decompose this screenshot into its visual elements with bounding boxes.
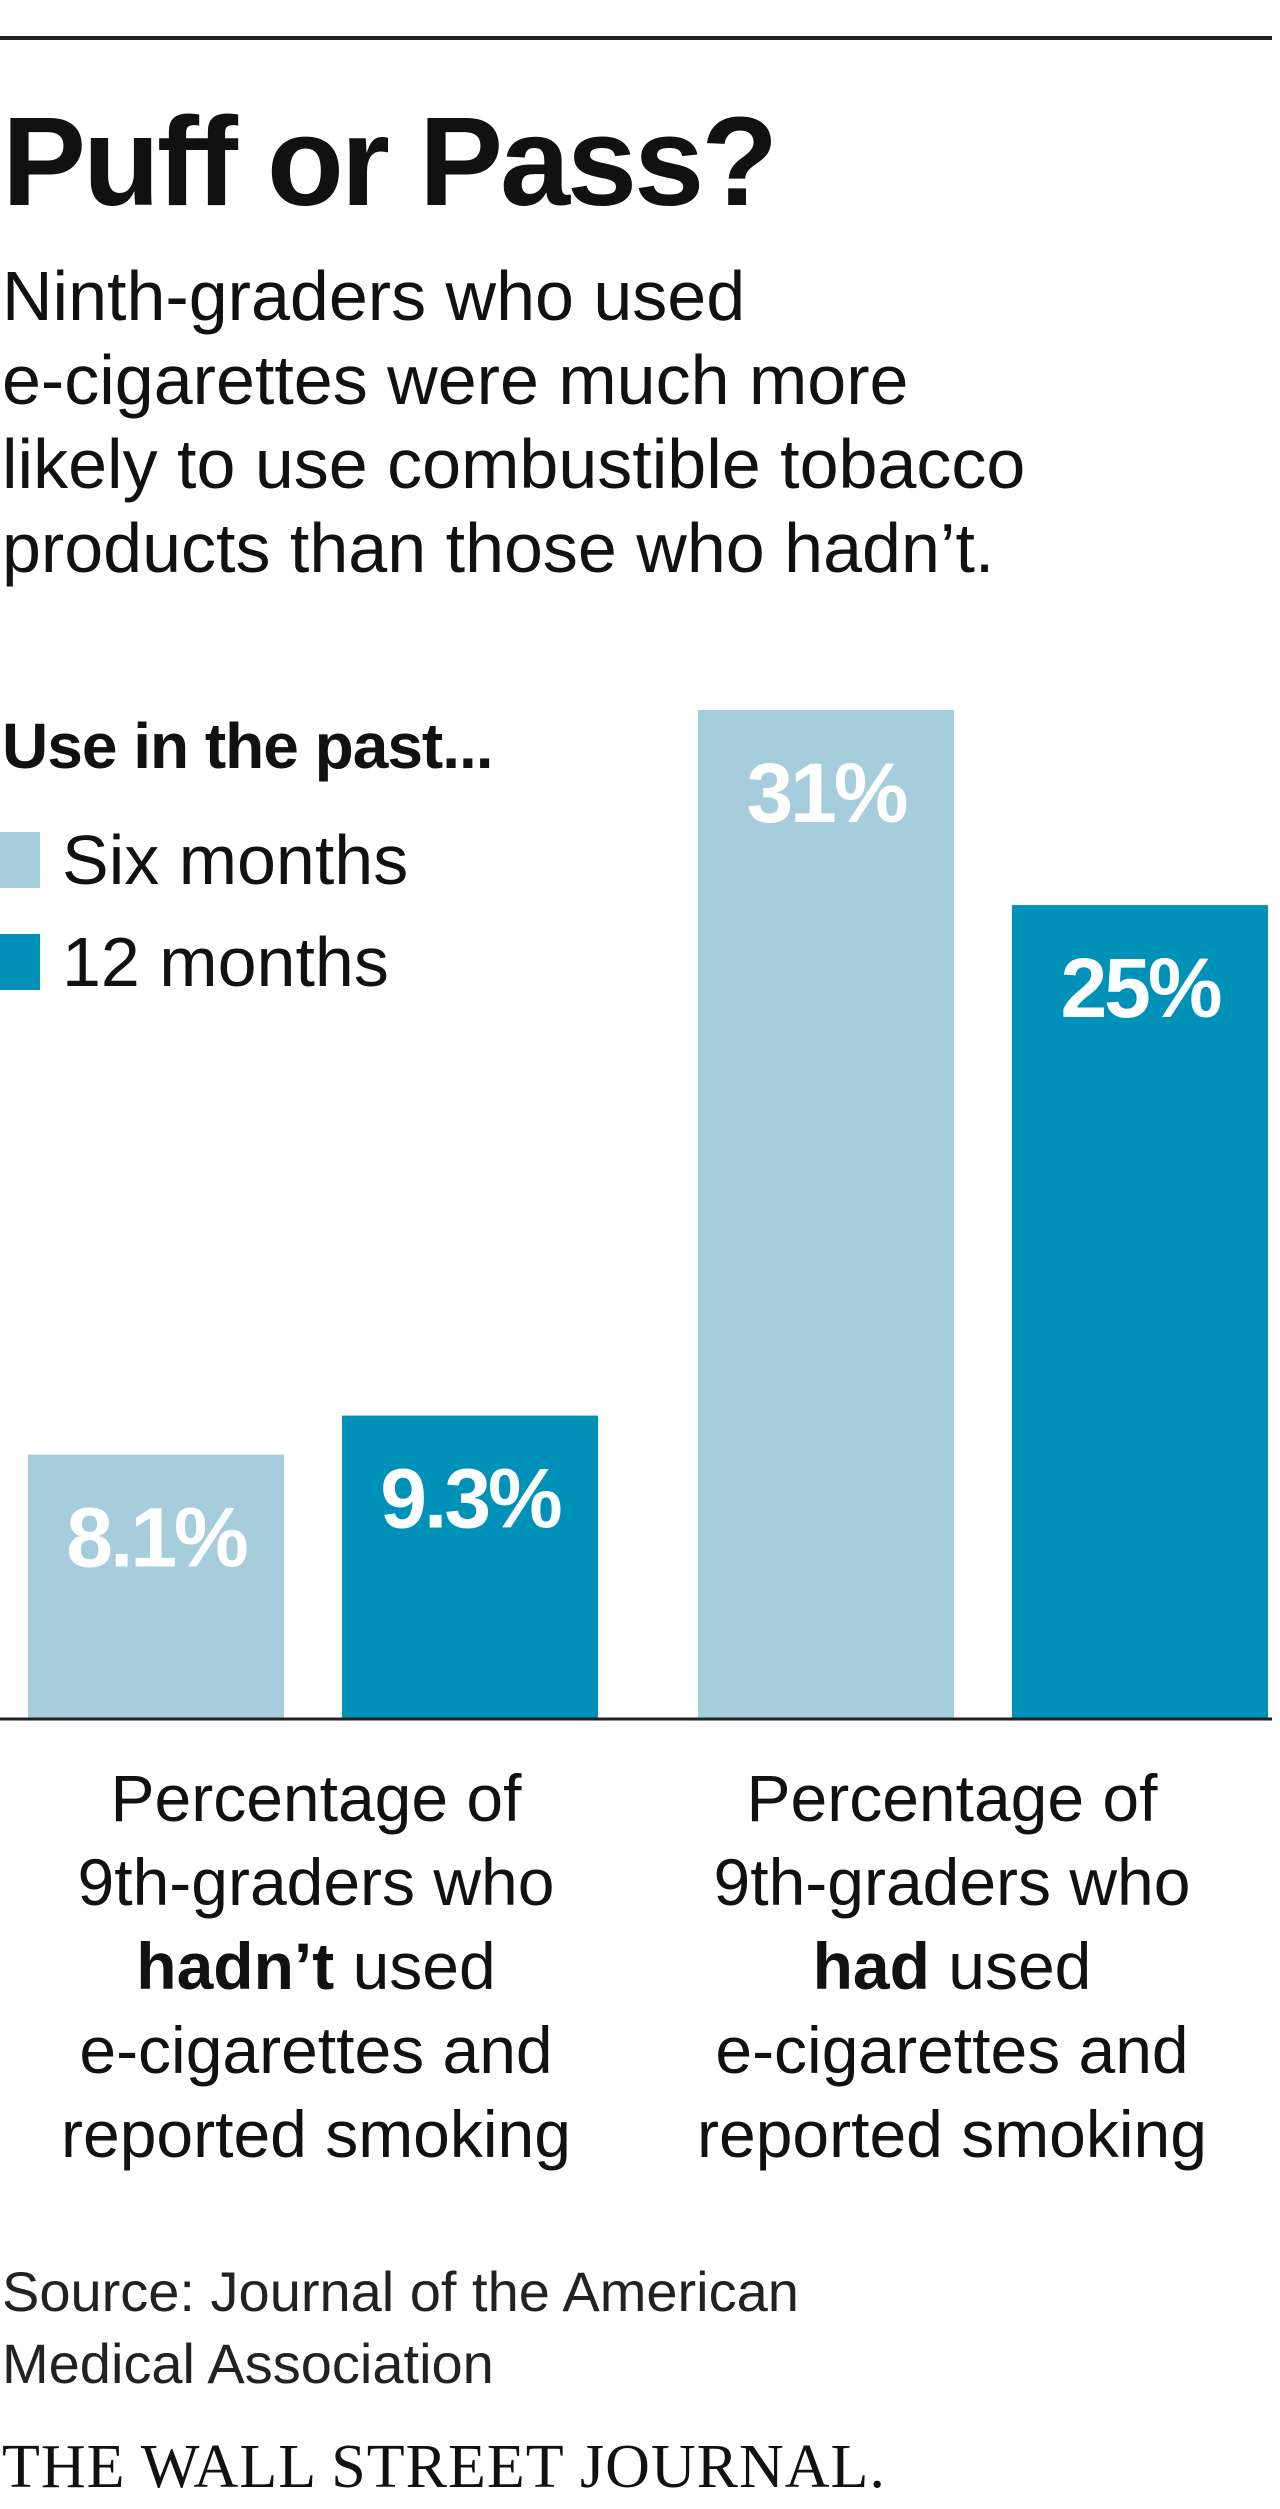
chart-title: Puff or Pass?: [2, 91, 778, 232]
wsj-logo: THE WALL STREET JOURNAL.: [2, 2433, 886, 2501]
legend-item-six-months: Six months: [0, 820, 408, 900]
category-label-line: 9th-graders who: [713, 1845, 1191, 1919]
bar-value-label: 25%: [1060, 941, 1220, 1035]
category-label-line: 9th-graders who: [77, 1845, 555, 1919]
source-line: Medical Association: [2, 2332, 494, 2395]
category-label-line: Percentage of: [110, 1761, 522, 1835]
bar-value-label: 31%: [746, 746, 906, 840]
bar-12-months-1: [1012, 905, 1268, 1718]
bar-12-months-0: [342, 1415, 598, 1718]
bar-six-months-0: [28, 1454, 284, 1718]
legend-label-six-months: Six months: [62, 821, 409, 899]
legend-swatch-12-months: [0, 934, 40, 990]
top-rule: [0, 36, 1272, 40]
bar-value-label: 9.3%: [380, 1452, 561, 1546]
subtitle-line: likely to use combustible tobacco: [2, 425, 1026, 503]
source-note: Source: Journal of the American Medical …: [2, 2256, 799, 2400]
subtitle-line: Ninth-graders who used: [2, 257, 746, 335]
category-label-line: used: [334, 1929, 496, 2003]
subtitle-line: e-cigarettes were much more: [2, 341, 909, 419]
bar-chart: 8.1% 31% 9.3% 25%: [0, 710, 1272, 1721]
legend-label-12-months: 12 months: [62, 923, 389, 1001]
category-label-line: reported smoking: [61, 2097, 571, 2171]
category-label-line: used: [929, 1929, 1092, 2003]
category-label-line: reported smoking: [697, 2097, 1207, 2171]
subtitle-line: products than those who hadn’t.: [2, 509, 995, 587]
bar-value-label: 8.1%: [66, 1491, 247, 1585]
category-label-emphasis: hadn’t: [136, 1929, 335, 2003]
category-label-hadnt: Percentage of 9th-graders who hadn’t use…: [6, 1756, 626, 2176]
category-label-line: Percentage of: [746, 1761, 1158, 1835]
category-label-had: Percentage of 9th-graders who had used e…: [642, 1756, 1262, 2176]
chart-subtitle: Ninth-graders who used e-cigarettes were…: [2, 254, 1270, 590]
source-line: Source: Journal of the American: [2, 2260, 799, 2323]
bar-six-months-1: [698, 710, 954, 1718]
category-label-line: e-cigarettes and: [715, 2013, 1189, 2087]
category-label-line: e-cigarettes and: [79, 2013, 553, 2087]
legend-title: Use in the past...: [2, 710, 494, 782]
category-label-emphasis: had: [812, 1929, 930, 2003]
legend-swatch-six-months: [0, 832, 40, 888]
legend-item-12-months: 12 months: [0, 922, 389, 1002]
